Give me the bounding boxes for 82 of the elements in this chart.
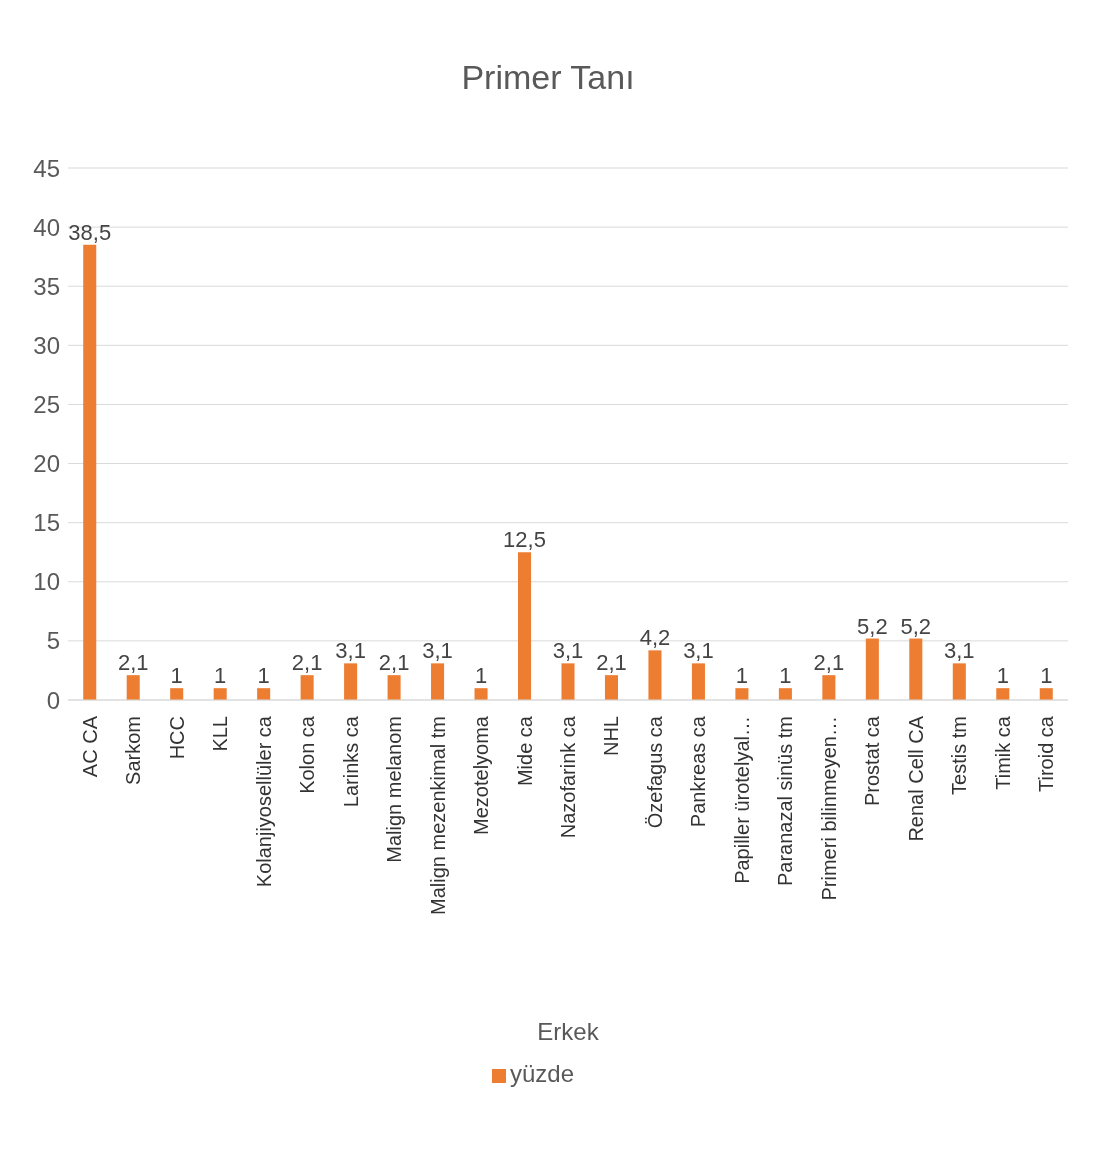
data-label: 3,1 [552,638,584,664]
chart-title: Primer Tanı [460,57,636,98]
data-label: 1 [257,663,270,689]
x-tick-label: Mezotelyoma [470,715,493,835]
bar [257,688,271,700]
y-tick-label: 25 [33,390,60,418]
bar [300,675,314,700]
x-tick-label: Primeri bilinmeyen… [817,716,840,901]
bar [865,638,879,700]
y-tick-label: 40 [33,213,60,241]
data-label: 2,1 [291,650,323,676]
x-tick-label: Tiroid ca [1035,715,1058,792]
y-tick-label: 0 [46,686,60,714]
bar [996,688,1010,700]
x-tick-label: Larinks ca [339,715,362,808]
x-tick-label: Prostat ca [861,715,884,807]
data-label: 3,1 [422,638,453,664]
data-label: 4,2 [639,625,671,651]
bar [387,675,401,700]
bar [561,663,575,700]
y-tick-label: 15 [33,509,60,537]
data-label: 1 [170,663,183,689]
x-tick-label: Sarkom [122,716,145,785]
data-label: 2,1 [117,650,149,676]
x-tick-label: Malign mezenkimal tm [426,716,449,915]
data-label: 5,2 [900,613,932,639]
data-label: 1 [474,663,488,689]
bar [604,675,618,700]
y-tick-label: 45 [33,154,60,182]
x-tick-label: Malign melanom [383,716,406,863]
data-label: 12,5 [503,527,546,553]
bar [170,688,184,700]
legend-label: yüzde [509,1060,575,1087]
bar [735,688,749,700]
data-label: 5,2 [857,613,888,639]
x-tick-label: Testis tm [948,716,971,795]
x-tick-label: Nazofarink ca [557,715,579,839]
x-tick-label: Papiller ürotelyal… [730,716,753,884]
bar [778,688,792,700]
x-tick-label: Pankreas ca [687,715,710,828]
x-tick-label: Özefagus ca [643,715,666,829]
x-tick-label: AC CA [78,715,101,778]
data-label: 2,1 [596,650,627,676]
x-tick-label: NHL [600,716,623,757]
x-tick-label: KLL [209,716,232,752]
bar [909,638,923,700]
x-axis-title: Erkek [537,1018,600,1045]
y-tick-label: 10 [33,568,60,596]
y-tick-label: 35 [33,272,60,300]
data-label: 3,1 [335,638,366,664]
bar [1039,688,1053,700]
data-label: 3,1 [944,638,975,664]
data-label: 1 [996,663,1009,689]
data-label: 1 [214,663,227,689]
data-label: 1 [1040,663,1053,689]
x-tick-label: Kolanjiyosellüler ca [252,715,275,888]
bar [126,675,140,700]
x-tick-label: Paranazal sinüs tm [774,716,797,887]
y-tick-label: 20 [33,450,60,478]
data-label: 2,1 [378,650,410,676]
data-label: 2,1 [813,650,845,676]
x-tick-label: Mide ca [513,715,536,787]
data-label: 3,1 [683,638,714,664]
bar [691,663,705,700]
y-tick-label: 5 [46,627,60,655]
bar [952,663,966,700]
x-tick-label: HCC [165,716,188,760]
bar [474,688,488,700]
bar [648,650,662,700]
bar [822,675,836,700]
data-label: 38,5 [68,219,112,245]
bar [344,663,358,700]
bar [213,688,227,700]
bar [83,244,97,700]
data-label: 1 [735,663,749,689]
x-tick-label: Renal Cell CA [904,715,927,842]
bar [431,663,445,700]
x-tick-label: Kolon ca [296,715,319,794]
data-label: 1 [779,663,792,689]
y-tick-label: 30 [33,331,60,359]
x-tick-label: Timik ca [991,715,1014,790]
bar [518,552,532,700]
